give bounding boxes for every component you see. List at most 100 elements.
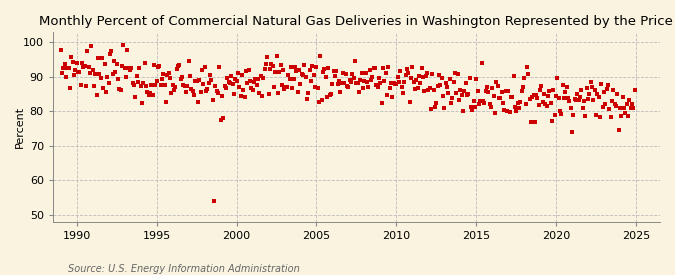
Point [572,92,583,96]
Point [342,84,352,88]
Point [99,61,110,66]
Point [352,81,363,85]
Point [214,65,225,69]
Point [207,98,218,102]
Point [261,62,271,66]
Point [166,90,177,95]
Point [157,77,167,81]
Point [180,84,190,88]
Point [291,69,302,74]
Point [555,109,566,113]
Point [464,76,475,80]
Point [165,76,176,80]
Point [493,95,504,100]
Point [115,88,126,92]
Title: Monthly Percent of Commercial Natural Gas Deliveries in Washington Represented b: Monthly Percent of Commercial Natural Ga… [39,15,674,28]
Point [279,87,290,92]
Point [182,83,192,88]
Point [476,60,487,65]
Point [415,81,426,85]
Point [519,76,530,80]
Point [427,72,437,76]
Point [507,95,518,99]
Point [158,72,169,77]
Point [547,119,558,123]
Point [244,79,255,84]
Point [198,82,209,86]
Point [273,91,284,96]
Point [88,83,99,88]
Point [472,89,483,93]
Point [525,119,536,124]
Point [585,80,596,84]
Point [607,99,618,103]
Point [416,65,427,70]
Point [364,68,375,72]
Point [129,82,140,87]
Point [274,69,285,74]
Point [619,106,630,111]
Point [589,88,600,92]
Point [218,116,229,120]
Point [128,81,138,85]
Point [265,66,275,71]
Point [311,65,322,69]
Point [258,76,269,81]
Point [87,68,98,72]
Point [622,114,633,119]
Point [470,104,481,109]
Point [300,75,311,79]
Point [485,105,496,109]
Point [134,66,144,70]
Text: Source: U.S. Energy Information Administration: Source: U.S. Energy Information Administ… [68,264,299,274]
Point [102,75,113,79]
Point [578,99,589,104]
Point [446,101,456,106]
Point [143,93,154,97]
Point [626,102,637,107]
Point [183,59,194,63]
Point [148,63,159,68]
Point [315,54,326,58]
Point [146,83,157,87]
Point [262,55,273,59]
Point [497,100,508,105]
Point [101,90,111,95]
Point [433,73,444,77]
Point [240,69,251,74]
Point [540,102,551,106]
Point [195,90,206,94]
Point [596,82,607,86]
Point [130,95,141,99]
Point [545,101,556,105]
Point [188,93,199,97]
Point [566,106,576,110]
Point [533,103,544,107]
Point [595,115,605,119]
Point [280,84,291,89]
Point [121,75,132,79]
Point [511,109,522,113]
Point [502,109,512,113]
Point [412,86,423,91]
Point [62,66,73,70]
Point [616,113,627,118]
Point [381,92,392,97]
Point [178,83,189,87]
Point [72,61,82,65]
Point [125,68,136,72]
Point [383,65,394,70]
Point [454,97,464,102]
Point [200,89,211,94]
Point [391,82,402,87]
Point [591,112,601,117]
Point [331,68,342,73]
Point [468,99,479,103]
Point [292,90,303,94]
Point [524,96,535,101]
Point [307,64,318,68]
Point [239,95,250,99]
Point [593,95,604,100]
Point [110,70,121,74]
Point [114,87,125,91]
